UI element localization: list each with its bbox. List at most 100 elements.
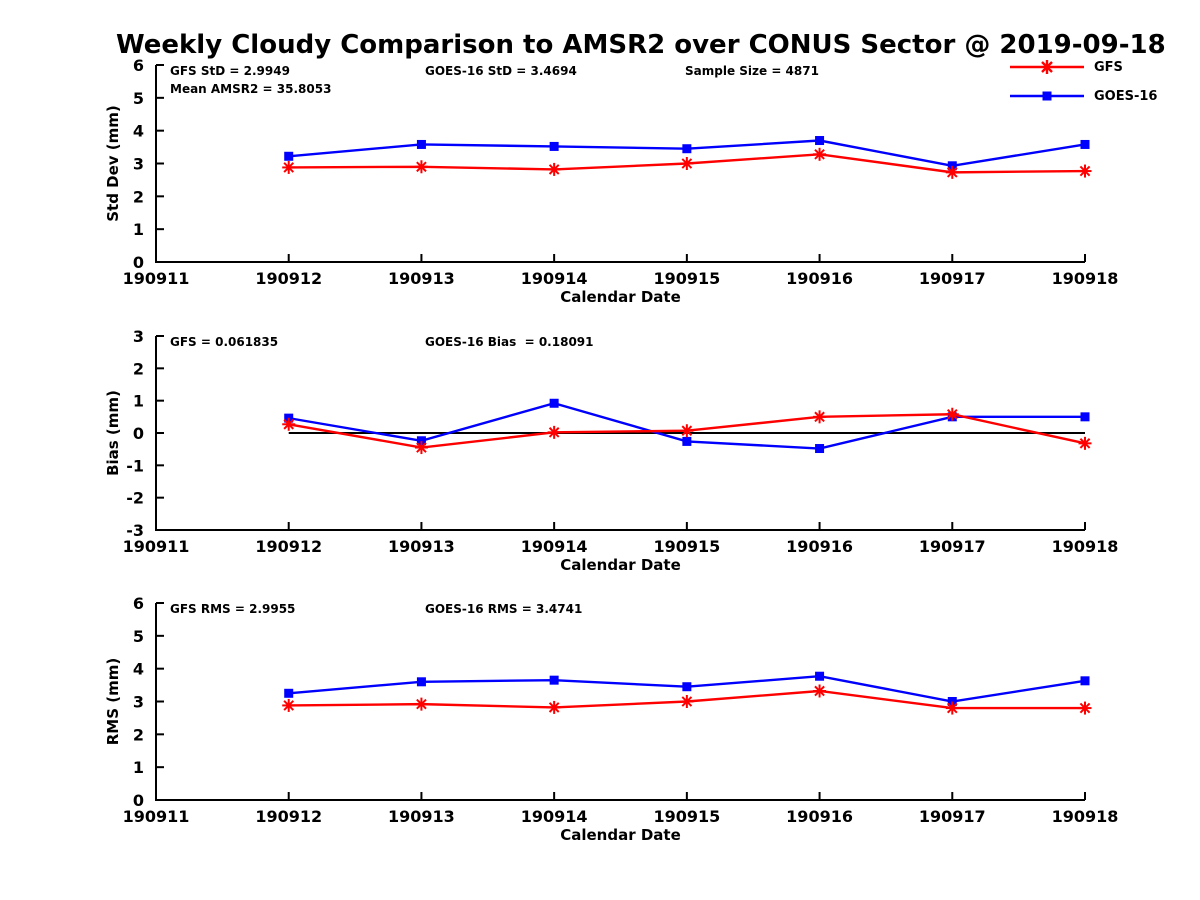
x-tick-label: 190917: [919, 537, 986, 556]
asterisk-marker-icon: [414, 697, 428, 711]
stat-annotation: Mean AMSR2 = 35.8053: [170, 82, 331, 96]
stat-annotation: GOES-16 StD = 3.4694: [425, 64, 577, 78]
stat-annotation: GOES-16 Bias = 0.18091: [425, 335, 594, 349]
legend-item-goes16: GOES-16: [1008, 87, 1157, 105]
y-axis-label: Bias (mm): [104, 390, 122, 476]
asterisk-marker-icon: [945, 407, 959, 421]
x-tick-label: 190913: [388, 269, 455, 288]
x-tick-label: 190914: [521, 269, 588, 288]
asterisk-marker-icon: [547, 700, 561, 714]
x-axis-label: Calendar Date: [560, 556, 681, 574]
asterisk-marker-icon: [1078, 164, 1092, 178]
y-tick-label: 2: [133, 725, 144, 744]
subplot-rms: 0 1 2 3 4 5 6 190911 190912 190913 190914 190915 190…: [104, 594, 1118, 844]
square-marker-icon: [682, 144, 692, 154]
goes16-line-sample-icon: [1010, 91, 1084, 101]
square-marker-icon: [549, 141, 559, 151]
x-tick-label: 190912: [255, 807, 322, 826]
asterisk-marker-icon: [680, 424, 694, 438]
asterisk-marker-icon: [547, 425, 561, 439]
asterisk-marker-icon: [945, 701, 959, 715]
y-tick-label: 2: [133, 187, 144, 206]
asterisk-marker-icon: [813, 410, 827, 424]
x-tick-label: 190916: [786, 269, 853, 288]
stat-annotation: GFS = 0.061835: [170, 335, 278, 349]
y-tick-label: 0: [133, 253, 144, 272]
y-tick-label: -1: [126, 456, 144, 475]
x-tick-label: 190918: [1052, 269, 1119, 288]
y-tick-label: 4: [133, 122, 144, 141]
y-tick-label: 3: [133, 155, 144, 174]
asterisk-marker-icon: [945, 165, 959, 179]
legend-item-gfs: GFS: [1008, 58, 1157, 76]
x-tick-label: 190916: [786, 807, 853, 826]
square-marker-icon: [416, 436, 426, 446]
axes: [155, 603, 1085, 801]
x-tick-label: 190916: [786, 537, 853, 556]
x-tick-label: 190915: [653, 807, 720, 826]
x-tick-label: 190911: [123, 807, 190, 826]
square-marker-icon: [1080, 676, 1090, 686]
y-tick-label: 4: [133, 660, 144, 679]
x-axis-label: Calendar Date: [560, 826, 681, 844]
asterisk-marker-icon: [680, 695, 694, 708]
y-tick-label: 6: [133, 56, 144, 75]
asterisk-marker-icon: [282, 160, 296, 174]
x-tick-label: 190911: [123, 269, 190, 288]
y-tick-label: 2: [133, 359, 144, 378]
square-marker-icon: [682, 682, 692, 692]
x-tick-label: 190915: [653, 269, 720, 288]
asterisk-marker-icon: [1078, 701, 1092, 715]
x-tick-label: 190917: [919, 807, 986, 826]
x-tick-label: 190911: [123, 537, 190, 556]
asterisk-marker-icon: [813, 684, 827, 698]
y-tick-label: 6: [133, 594, 144, 613]
x-tick-label: 190914: [521, 537, 588, 556]
asterisk-marker-icon: [813, 147, 827, 161]
x-tick-label: 190918: [1052, 807, 1119, 826]
legend-label-gfs: GFS: [1094, 59, 1123, 75]
y-tick-label: 3: [133, 327, 144, 346]
stat-annotation: Sample Size = 4871: [685, 64, 819, 78]
y-tick-label: 0: [133, 424, 144, 443]
asterisk-marker-icon: [414, 441, 428, 455]
x-axis-label: Calendar Date: [560, 288, 681, 306]
y-tick-label: 5: [133, 627, 144, 646]
x-tick-label: 190918: [1052, 537, 1119, 556]
square-marker-icon: [947, 697, 957, 706]
square-marker-icon: [416, 677, 426, 687]
stat-annotation: GOES-16 RMS = 3.4741: [425, 602, 582, 616]
asterisk-marker-icon: [1078, 436, 1092, 450]
subplot-std_dev: 0 1 2 3 4 5 6 190911 190912 190913 190914 190915 190…: [104, 56, 1118, 306]
x-tick-label: 190915: [653, 537, 720, 556]
x-tick-label: 190912: [255, 269, 322, 288]
square-marker-icon: [549, 398, 559, 408]
x-tick-label: 190914: [521, 807, 588, 826]
stat-annotation: GFS RMS = 2.9955: [170, 602, 295, 616]
gfs-line-sample-icon: [1010, 60, 1084, 74]
y-tick-label: 3: [133, 693, 144, 712]
square-marker-icon: [416, 139, 426, 149]
asterisk-marker-icon: [547, 162, 561, 176]
y-tick-label: 1: [133, 392, 144, 411]
asterisk-marker-icon: [680, 157, 694, 170]
square-marker-icon: [947, 161, 957, 171]
x-tick-label: 190912: [255, 537, 322, 556]
y-tick-label: 1: [133, 758, 144, 777]
y-tick-label: 0: [133, 791, 144, 810]
square-marker-icon: [284, 151, 294, 161]
y-axis-label: Std Dev (mm): [104, 105, 122, 222]
square-marker-icon: [815, 671, 825, 681]
square-marker-icon: [549, 675, 559, 685]
asterisk-marker-icon: [282, 417, 296, 431]
asterisk-marker-icon: [282, 698, 296, 712]
legend-label-goes16: GOES-16: [1094, 88, 1158, 104]
x-tick-label: 190913: [388, 807, 455, 826]
square-marker-icon: [815, 136, 825, 146]
square-marker-icon: [1080, 139, 1090, 149]
y-tick-label: 5: [133, 89, 144, 108]
x-tick-label: 190917: [919, 269, 986, 288]
